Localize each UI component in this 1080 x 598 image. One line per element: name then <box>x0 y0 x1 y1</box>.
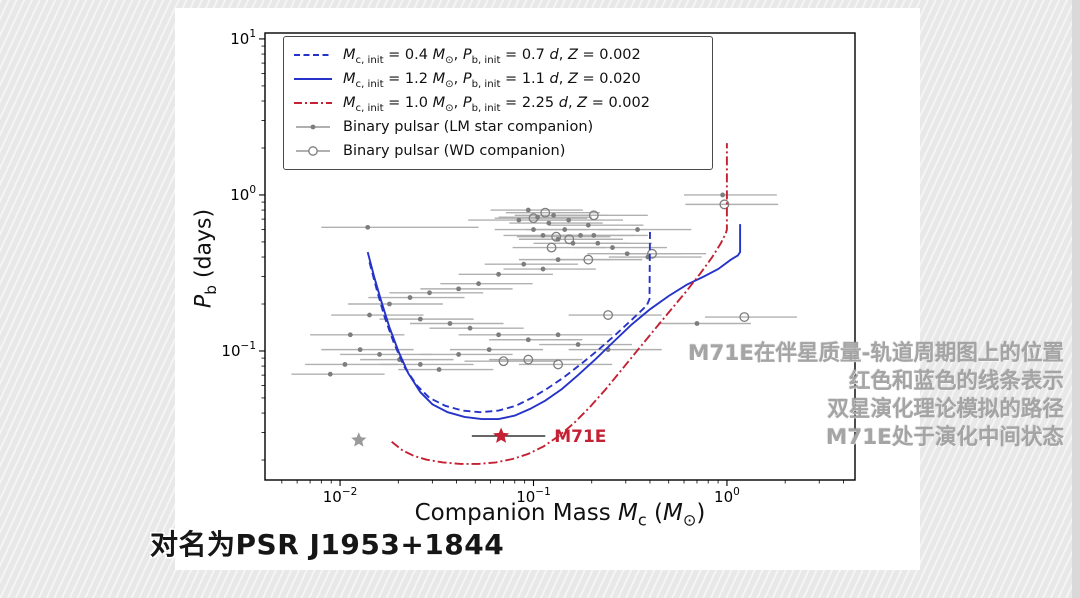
wd-pulsar-point <box>498 356 509 367</box>
lm-pulsar-point <box>540 266 546 272</box>
wd-pulsar-point <box>551 231 562 242</box>
legend-label: Mc, init = 1.2 M⊙, Pb, init = 1.1 d, Z =… <box>343 71 641 90</box>
legend-label: Binary pulsar (LM star companion) <box>343 119 594 135</box>
m71e-label: M71E <box>554 427 606 447</box>
chart-legend: Mc, init = 0.4 M⊙, Pb, init = 0.7 d, Z =… <box>283 36 713 170</box>
wd-pulsar-point <box>588 210 599 221</box>
caption-line: 红色和蓝色的线条表示 <box>848 369 1064 394</box>
lm-pulsar-point <box>635 227 640 232</box>
legend-row: Binary pulsar (LM star companion) <box>292 115 702 139</box>
lm-pulsar-point <box>367 312 372 318</box>
lm-pulsar-point <box>365 224 371 230</box>
y-axis-label: Pb (days) <box>191 208 220 309</box>
lm-pulsar-point <box>377 352 382 357</box>
lm-pulsar-point <box>417 362 423 367</box>
lm-pulsar-point <box>342 362 348 367</box>
lm-pulsar-point <box>562 227 568 232</box>
lm-pulsar-point <box>496 332 501 338</box>
lm-pulsar-point <box>327 371 333 377</box>
lm-pulsar-point <box>521 261 527 267</box>
lm-pulsar-point <box>585 222 591 228</box>
lm-pulsar-point <box>531 227 536 232</box>
track-dashdot-red <box>391 143 728 465</box>
lm-pulsar-point <box>624 251 630 257</box>
lm-pulsar-point <box>347 332 353 338</box>
y-tick-label: 100 <box>230 184 256 204</box>
wd-pulsar-point <box>553 359 564 370</box>
legend-label: Mc, init = 1.0 M⊙, Pb, init = 2.25 d, Z … <box>343 95 650 114</box>
legend-row: Mc, init = 1.0 M⊙, Pb, init = 2.25 d, Z … <box>292 91 702 115</box>
track-solid-blue <box>366 224 742 421</box>
wd-pulsar-point <box>528 213 539 224</box>
lm-pulsar-point <box>427 290 432 296</box>
lm-pulsar-point <box>610 245 615 250</box>
lm-pulsar-point <box>578 233 583 238</box>
y-tick-label: 10−1 <box>221 340 256 360</box>
lm-pulsar-point <box>570 240 576 246</box>
caption-line: 双星演化理论模拟的路径 <box>827 397 1064 422</box>
lm-pulsar-point <box>551 212 556 218</box>
legend-row: Mc, init = 0.4 M⊙, Pb, init = 0.7 d, Z =… <box>292 43 702 67</box>
legend-sample-dashdot-red-icon <box>294 102 332 104</box>
lm-pulsar-point <box>486 347 492 353</box>
legend-sample-lm-icon <box>296 124 330 130</box>
wd-pulsar-point <box>564 234 575 245</box>
wd-pulsar-point <box>739 312 750 322</box>
wd-pulsar-point <box>603 310 614 320</box>
legend-row: Binary pulsar (WD companion) <box>292 139 702 163</box>
lm-pulsar-point <box>595 240 601 246</box>
lm-pulsar-point <box>546 220 552 226</box>
wd-pulsar-point <box>583 254 594 265</box>
lm-pulsar-point <box>387 301 392 307</box>
wd-pulsar-point <box>647 248 657 259</box>
lm-pulsar-point <box>591 233 597 238</box>
lm-pulsar-point <box>456 286 461 292</box>
lm-pulsar-point <box>555 332 561 338</box>
lm-pulsar-point <box>456 352 461 357</box>
lm-pulsar-point <box>417 316 423 322</box>
lm-pulsar-point <box>516 217 522 223</box>
lm-pulsar-point <box>467 325 473 331</box>
chart-panel: 10−2 10−1 100 10−1 100 101 M71E Mc, init = 0.4… <box>175 8 920 570</box>
wd-pulsar-point <box>546 242 557 253</box>
lm-pulsar-point <box>525 207 531 213</box>
lm-pulsar-point <box>436 367 442 372</box>
lm-pulsar-point <box>476 281 481 287</box>
subtitle-text: 对名为PSR J1953+1844 <box>150 528 505 561</box>
y-tick-label: 101 <box>230 28 256 48</box>
gray-star-marker <box>351 432 367 447</box>
lm-pulsar-point <box>407 295 413 300</box>
wd-pulsar-point <box>719 199 730 210</box>
legend-label: Mc, init = 0.4 M⊙, Pb, init = 0.7 d, Z =… <box>343 47 641 66</box>
m71e-star-marker <box>493 427 510 443</box>
x-axis-label: Companion Mass Mc (M⊙) <box>414 500 706 530</box>
lm-pulsar-point <box>496 271 501 277</box>
lm-pulsar-point <box>357 347 363 353</box>
lm-pulsar-point <box>555 257 561 263</box>
lm-pulsar-point <box>694 321 700 326</box>
caption-overlay: M71E在伴星质量-轨道周期图上的位置 红色和蓝色的线条表示 双星演化理论模拟的… <box>504 340 1064 452</box>
caption-line: M71E处于演化中间状态 <box>825 425 1064 450</box>
legend-label: Binary pulsar (WD companion) <box>343 143 566 159</box>
lm-pulsar-point <box>720 192 726 198</box>
track-dashed-blue <box>368 229 651 414</box>
lm-pulsar-point <box>540 233 546 238</box>
legend-sample-solid-blue-icon <box>294 78 332 80</box>
lm-pulsar-point <box>575 342 581 347</box>
lm-pulsar-point <box>566 217 572 223</box>
plot-frame <box>264 32 856 481</box>
caption-line: M71E在伴星质量-轨道周期图上的位置 <box>688 341 1064 366</box>
lm-pulsar-point <box>447 321 453 326</box>
wd-pulsar-point <box>523 354 534 365</box>
lm-pulsar-point <box>525 337 531 343</box>
legend-sample-wd-icon <box>296 146 330 156</box>
legend-row: Mc, init = 1.2 M⊙, Pb, init = 1.1 d, Z =… <box>292 67 702 91</box>
right-edge-strip <box>1072 0 1080 598</box>
legend-sample-dashed-blue-icon <box>294 54 332 56</box>
wd-pulsar-point <box>540 207 551 218</box>
